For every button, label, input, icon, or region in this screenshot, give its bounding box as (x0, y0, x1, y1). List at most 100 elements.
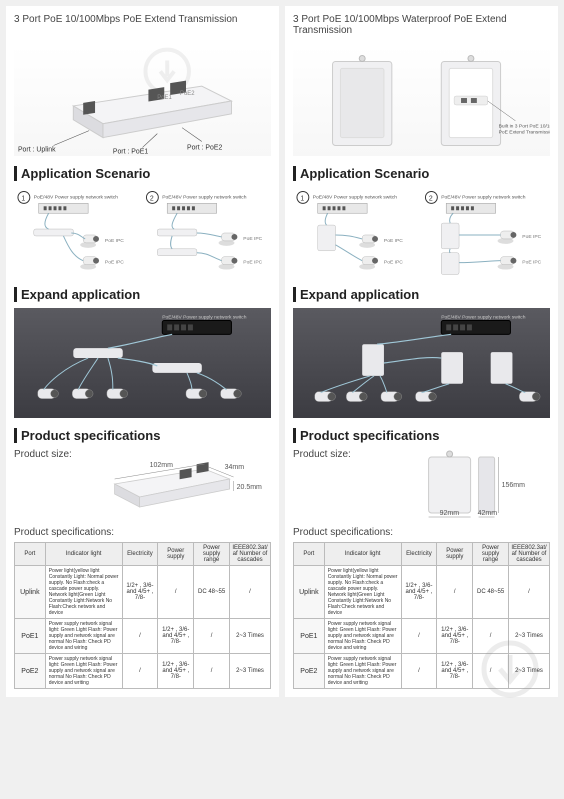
cell-range: DC 48~55 (473, 566, 509, 619)
table-header-row: Port Indicator light Electricity Power s… (294, 543, 550, 566)
cell-power-supply: 1/2+ , 3/6- and 4/5+ , 7/8- (437, 619, 473, 654)
left-size-drawing: 102mm 34mm 20.5mm (78, 449, 271, 519)
svg-text:PoE IPC: PoE IPC (105, 260, 124, 266)
poe1-label: Port : PoE1 (113, 148, 148, 155)
left-scenario-header: Application Scenario (14, 166, 271, 181)
cell-power-supply: / (437, 566, 473, 619)
cell-indicator: Power light(yellow light Constantly Ligh… (45, 566, 122, 619)
cell-cascades: 2~3 Times (230, 654, 271, 689)
cell-port: PoE1 (294, 619, 325, 654)
two-column-layout: 3 Port PoE 10/100Mbps PoE Extend Transmi… (6, 6, 558, 697)
cell-port: PoE2 (294, 654, 325, 689)
left-title: 3 Port PoE 10/100Mbps PoE Extend Transmi… (14, 14, 271, 38)
svg-text:1: 1 (21, 195, 25, 202)
watermark-icon (480, 639, 540, 699)
svg-text:PoE/48V Power supply network s: PoE/48V Power supply network switch (162, 194, 247, 200)
svg-text:PoE/48V Power supply network s: PoE/48V Power supply network switch (162, 315, 247, 321)
right-size-drawing: 156mm 92mm 42mm (357, 449, 550, 519)
right-column: 3 Port PoE 10/100Mbps Waterproof PoE Ext… (285, 6, 558, 697)
cell-indicator: Power supply network signal light: Green… (45, 654, 122, 689)
cell-power-supply: / (158, 566, 194, 619)
right-expand-header: Expand application (293, 287, 550, 302)
cell-electricity: / (401, 619, 437, 654)
cell-electricity: / (401, 654, 437, 689)
left-spec-caption: Product specifications: (14, 527, 271, 538)
svg-text:PoE/48V Power supply network s: PoE/48V Power supply network switch (34, 194, 119, 200)
right-scenario-header: Application Scenario (293, 166, 550, 181)
poe2-top-label: PoE2 (180, 91, 195, 97)
poe1-top-label: PoE1 (157, 95, 172, 101)
right-hero-diagram: Built in 3 Port PoE 10/100Mbps PoE Exten… (293, 46, 550, 156)
cell-cascades: / (230, 566, 271, 619)
svg-text:2: 2 (150, 195, 154, 202)
left-spec-table: Port Indicator light Electricity Power s… (14, 542, 271, 689)
th-indicator: Indicator light (324, 543, 401, 566)
right-spec-header: Product specifications (293, 428, 550, 443)
left-scenario-diagram: 1 PoE/48V Power supply network switch Po… (14, 187, 271, 277)
svg-text:2: 2 (429, 195, 433, 202)
svg-text:PoE IPC: PoE IPC (243, 236, 262, 242)
svg-text:PoE IPC: PoE IPC (522, 234, 541, 240)
cell-range: / (194, 619, 230, 654)
table-row: PoE1 Power supply network signal light: … (15, 619, 271, 654)
svg-text:34mm: 34mm (224, 464, 244, 471)
th-electricity: Electricity (122, 543, 158, 566)
svg-text:PoE/48V Power supply network s: PoE/48V Power supply network switch (441, 194, 526, 200)
left-hero-diagram: PoE1 PoE2 Port : Uplink Port : PoE1 Port… (14, 46, 271, 156)
cell-port: PoE2 (15, 654, 46, 689)
cell-indicator: Power supply network signal light: Green… (45, 619, 122, 654)
th-port: Port (294, 543, 325, 566)
table-row: Uplink Power light(yellow light Constant… (15, 566, 271, 619)
left-expand-image: PoE/48V Power supply network switch (14, 308, 271, 418)
th-cascades: IEEE802.3at/af Number of cascades (509, 543, 550, 566)
left-size-row: Product size: 102mm 34mm 20.5mm (14, 449, 271, 519)
cell-range: DC 48~55 (194, 566, 230, 619)
svg-text:PoE IPC: PoE IPC (522, 260, 541, 266)
cell-electricity: 1/2+ , 3/6- and 4/5+ , 7/8- (122, 566, 158, 619)
svg-text:20.5mm: 20.5mm (236, 484, 261, 491)
svg-text:1: 1 (300, 195, 304, 202)
th-cascades: IEEE802.3at/af Number of cascades (230, 543, 271, 566)
th-range: Power supply range (473, 543, 509, 566)
cell-indicator: Power supply network signal light: Green… (324, 619, 401, 654)
left-spec-header: Product specifications (14, 428, 271, 443)
th-electricity: Electricity (401, 543, 437, 566)
cell-cascades: / (509, 566, 550, 619)
left-expand-header: Expand application (14, 287, 271, 302)
cell-electricity: 1/2+ , 3/6- and 4/5+ , 7/8- (401, 566, 437, 619)
table-row: Uplink Power light(yellow light Constant… (294, 566, 550, 619)
cell-indicator: Power supply network signal light: Green… (324, 654, 401, 689)
th-indicator: Indicator light (45, 543, 122, 566)
th-power-supply: Power supply (437, 543, 473, 566)
table-row: PoE2 Power supply network signal light: … (15, 654, 271, 689)
svg-text:102mm: 102mm (149, 462, 173, 469)
svg-text:PoE IPC: PoE IPC (384, 238, 403, 244)
svg-text:PoE IPC: PoE IPC (105, 238, 124, 244)
right-title: 3 Port PoE 10/100Mbps Waterproof PoE Ext… (293, 14, 550, 38)
right-size-row: Product size: 156mm 92mm 42mm (293, 449, 550, 519)
th-port: Port (15, 543, 46, 566)
cell-electricity: / (122, 654, 158, 689)
left-column: 3 Port PoE 10/100Mbps PoE Extend Transmi… (6, 6, 279, 697)
size-label: Product size: (293, 449, 351, 460)
poe2-label: Port : PoE2 (187, 144, 222, 151)
svg-text:PoE IPC: PoE IPC (384, 260, 403, 266)
svg-text:42mm: 42mm (477, 510, 497, 517)
svg-text:Built in 3 Port PoE 10/100Mbps: Built in 3 Port PoE 10/100Mbps (499, 124, 550, 130)
right-scenario-diagram: 1 PoE/48V Power supply network switch Po… (293, 187, 550, 277)
cell-power-supply: 1/2+ , 3/6- and 4/5+ , 7/8- (158, 654, 194, 689)
cell-electricity: / (122, 619, 158, 654)
th-power-supply: Power supply (158, 543, 194, 566)
svg-text:156mm: 156mm (501, 482, 525, 489)
size-label: Product size: (14, 449, 72, 460)
right-spec-caption: Product specifications: (293, 527, 550, 538)
uplink-label: Port : Uplink (18, 146, 56, 153)
right-expand-image: PoE/48V Power supply network switch (293, 308, 550, 418)
cell-port: Uplink (294, 566, 325, 619)
svg-text:PoE/48V Power supply network s: PoE/48V Power supply network switch (441, 315, 526, 321)
cell-port: Uplink (15, 566, 46, 619)
table-header-row: Port Indicator light Electricity Power s… (15, 543, 271, 566)
svg-text:PoE IPC: PoE IPC (243, 260, 262, 266)
th-range: Power supply range (194, 543, 230, 566)
cell-power-supply: 1/2+ , 3/6- and 4/5+ , 7/8- (158, 619, 194, 654)
